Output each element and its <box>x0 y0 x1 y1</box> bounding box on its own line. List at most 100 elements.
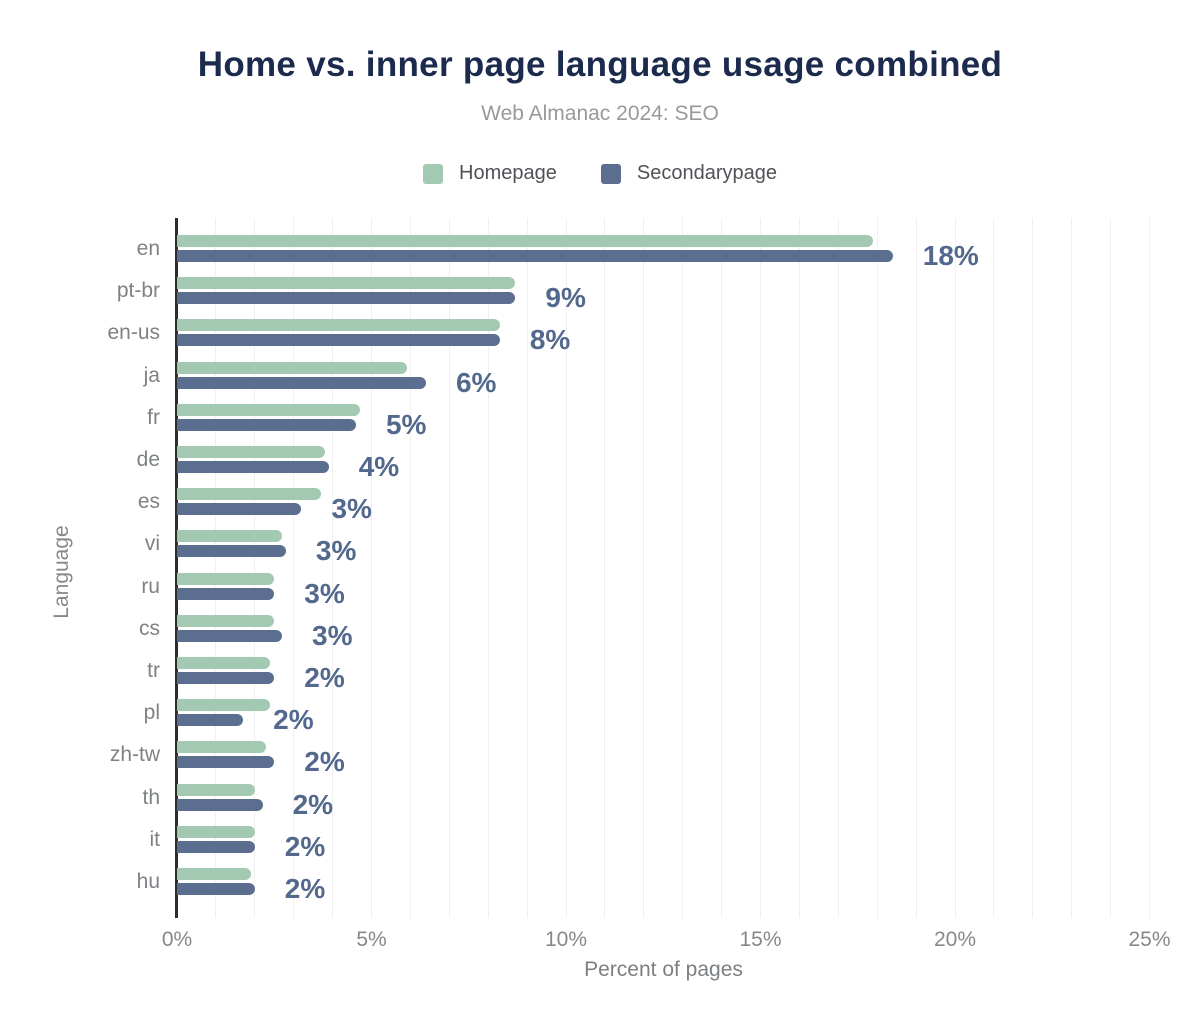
gridline <box>332 218 334 918</box>
homepage-bar <box>177 741 267 754</box>
gridline <box>915 218 917 918</box>
value-label: 2% <box>292 788 334 820</box>
value-label: 3% <box>312 619 353 651</box>
secondarypage-bar <box>177 840 255 853</box>
homepage-bar <box>177 783 255 796</box>
category-label: cs <box>139 616 160 640</box>
category-label: zh-tw <box>109 743 160 767</box>
homepage-bar <box>177 488 321 501</box>
homepage-bar <box>177 825 255 838</box>
x-tick-label: 25% <box>1128 928 1171 951</box>
homepage-bar <box>177 361 407 374</box>
value-label: 2% <box>304 746 345 778</box>
value-label: 6% <box>455 366 497 398</box>
category-label: ru <box>141 574 160 598</box>
homepage-color-swatch-icon <box>423 163 444 184</box>
category-label: hu <box>136 870 160 893</box>
gridline <box>760 218 761 918</box>
x-tick-label: 0% <box>161 928 193 951</box>
gridline <box>371 218 372 918</box>
legend-label-secondarypage: Secondarypage <box>636 162 777 184</box>
category-label: vi <box>144 532 160 556</box>
secondarypage-bar <box>177 672 275 684</box>
category-label: it <box>149 827 161 851</box>
gridline <box>1149 218 1150 918</box>
category-label: en-us <box>107 321 160 345</box>
homepage-bar <box>177 319 500 332</box>
value-label: 2% <box>304 662 345 693</box>
secondarypage-bar <box>177 756 275 769</box>
homepage-bar <box>177 403 360 416</box>
secondarypage-bar <box>177 461 329 473</box>
secondarypage-bar <box>177 250 893 262</box>
value-label: 3% <box>315 535 357 567</box>
homepage-bar <box>177 868 251 880</box>
value-label: 2% <box>273 704 314 736</box>
x-tick-label: 5% <box>356 928 387 951</box>
x-axis-title: Percent of pages <box>584 958 743 981</box>
gridline <box>448 218 450 918</box>
value-label: 5% <box>385 408 427 440</box>
secondarypage-bar <box>177 629 283 642</box>
homepage-bar <box>177 699 271 712</box>
secondarypage-color-swatch-icon <box>600 163 621 184</box>
gridline <box>721 218 723 918</box>
value-label: 2% <box>284 830 326 862</box>
gridline <box>1071 218 1073 918</box>
x-tick-label: 20% <box>933 928 977 951</box>
chart-subtitle: Web Almanac 2024: SEO <box>481 102 719 125</box>
gridline <box>293 218 295 918</box>
gridline <box>565 218 567 918</box>
gridline <box>1110 218 1112 918</box>
gridline <box>837 218 839 918</box>
secondarypage-bar <box>177 292 516 305</box>
category-label: en <box>136 237 160 260</box>
x-tick-label: 10% <box>544 928 588 951</box>
gridline <box>1032 218 1034 918</box>
chart-title: Home vs. inner page language usage combi… <box>197 45 1003 84</box>
homepage-bar <box>177 530 283 543</box>
value-label: 2% <box>284 873 326 904</box>
legend-label-homepage: Homepage <box>459 162 557 184</box>
value-label: 3% <box>304 577 345 609</box>
y-axis-line <box>175 218 178 918</box>
gridline <box>643 218 645 918</box>
secondarypage-bar <box>177 334 500 347</box>
category-label: ja <box>143 363 160 387</box>
gridline <box>526 218 528 918</box>
legend-item-secondarypage[interactable]: Secondarypage <box>600 162 777 185</box>
category-label: pt-br <box>116 279 160 303</box>
secondarypage-bar <box>177 587 275 600</box>
value-label: 3% <box>331 493 372 525</box>
secondarypage-bar <box>177 418 356 431</box>
gridline <box>254 218 256 918</box>
value-label: 18% <box>922 240 979 271</box>
category-label: fr <box>147 405 160 429</box>
gridline <box>409 218 411 918</box>
homepage-bar <box>177 446 325 458</box>
category-label: th <box>142 785 160 809</box>
gridline <box>682 218 684 918</box>
homepage-bar <box>177 235 874 247</box>
gridline <box>954 218 956 918</box>
gridline <box>876 218 878 918</box>
secondarypage-bar <box>177 376 426 389</box>
secondarypage-bar <box>177 503 302 516</box>
secondarypage-bar <box>177 545 286 558</box>
legend: Homepage Secondarypage <box>0 162 1200 185</box>
gridline <box>604 218 606 918</box>
legend-item-homepage[interactable]: Homepage <box>423 162 557 185</box>
category-label: es <box>137 490 160 514</box>
secondarypage-bar <box>177 714 244 727</box>
homepage-bar <box>177 277 516 290</box>
category-label: de <box>136 448 160 471</box>
secondarypage-bar <box>177 883 255 895</box>
value-label: 4% <box>358 451 400 482</box>
value-label: 8% <box>529 324 571 356</box>
homepage-bar <box>177 614 275 627</box>
plot-area: 18% 9% 8% 6% 5% 4% 3% 3% 3% 3% 2% 2% 2% 2% 2% 2% en pt-b… <box>107 218 1171 951</box>
gridline <box>798 218 800 918</box>
gridline <box>993 218 995 918</box>
homepage-bar <box>177 657 271 669</box>
homepage-bar <box>177 572 275 585</box>
